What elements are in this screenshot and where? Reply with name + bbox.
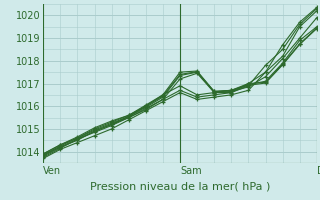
X-axis label: Pression niveau de la mer( hPa ): Pression niveau de la mer( hPa ) [90, 181, 270, 191]
